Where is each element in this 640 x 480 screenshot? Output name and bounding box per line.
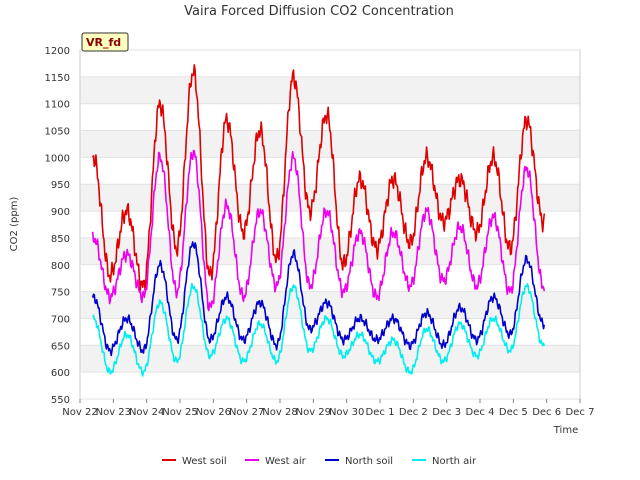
- x-tick-label: Nov 22: [62, 407, 97, 418]
- legend-label: North air: [432, 456, 477, 467]
- series-line: [91, 64, 546, 292]
- background-band: [80, 372, 580, 399]
- x-tick-label: Dec 2: [399, 407, 428, 418]
- x-tick-label: Dec 5: [499, 407, 528, 418]
- y-axis-ticks: 550 600 650 700 750 800 850 900 950 1000 1050 1100 1…: [45, 46, 70, 406]
- x-tick-label: Nov 26: [196, 407, 231, 418]
- background-band: [80, 264, 580, 292]
- x-tick-label: Nov 29: [296, 407, 331, 418]
- background-band: [80, 237, 580, 265]
- series-line: [91, 241, 546, 357]
- y-tick-label: 550: [51, 395, 70, 406]
- y-tick-label: 700: [51, 314, 70, 325]
- y-tick-label: 1000: [45, 153, 70, 164]
- badge-label: VR_fd: [86, 36, 121, 49]
- grid-lines: [80, 49, 580, 400]
- series-lines: [91, 64, 546, 377]
- x-tick-label: Dec 3: [432, 407, 461, 418]
- background-band: [80, 76, 580, 104]
- y-tick-label: 850: [51, 234, 70, 245]
- y-tick-label: 1050: [45, 127, 70, 138]
- y-tick-label: 1200: [45, 46, 70, 57]
- badge-vr-fd: VR_fd: [81, 32, 129, 52]
- y-tick-label: 900: [51, 207, 70, 218]
- y-axis-title: CO2 (ppm): [9, 197, 20, 252]
- y-tick-label: 950: [51, 180, 70, 191]
- x-tick-label: Dec 6: [532, 407, 561, 418]
- y-tick-label: 1150: [45, 73, 70, 84]
- y-tick-label: 600: [51, 368, 70, 379]
- x-tick-label: Nov 25: [162, 407, 197, 418]
- background-band: [80, 50, 580, 77]
- x-tick-label: Nov 28: [262, 407, 297, 418]
- x-tick-label: Nov 27: [229, 407, 264, 418]
- legend-label: West soil: [182, 456, 227, 467]
- background-band: [80, 345, 580, 373]
- y-tick-label: 1100: [45, 100, 70, 111]
- legend-label: North soil: [345, 456, 393, 467]
- y-tick-label: 750: [51, 288, 70, 299]
- x-tick-label: Dec 1: [366, 407, 395, 418]
- x-axis-title: Time: [553, 425, 578, 436]
- y-tick-label: 650: [51, 341, 70, 352]
- series-line: [91, 282, 546, 377]
- badge-box: [81, 32, 129, 52]
- background-band: [80, 184, 580, 212]
- x-tick-label: Nov 30: [329, 407, 364, 418]
- x-tick-label: Dec 7: [566, 407, 595, 418]
- y-tick-label: 800: [51, 261, 70, 272]
- legend: West soil West air North soil North air: [162, 456, 477, 467]
- series-line: [91, 149, 546, 312]
- legend-label: West air: [265, 456, 307, 467]
- chart-title: Vaira Forced Diffusion CO2 Concentration: [184, 4, 454, 19]
- x-tick-label: Dec 4: [466, 407, 495, 418]
- x-tick-label: Nov 23: [96, 407, 131, 418]
- x-tick-label: Nov 24: [129, 407, 164, 418]
